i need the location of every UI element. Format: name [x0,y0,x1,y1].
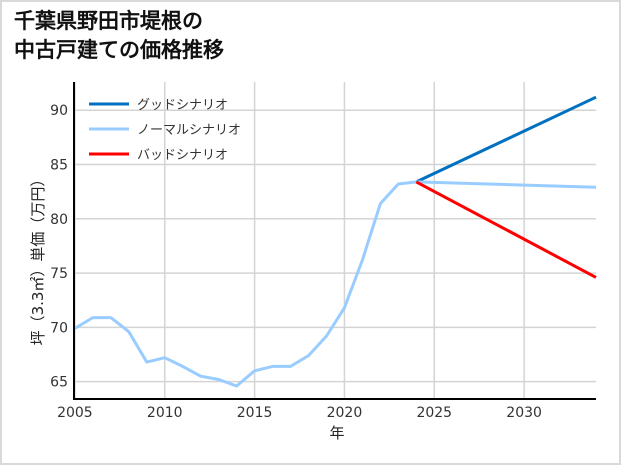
y-axis-ticks: 65 70 75 80 85 90 [50,103,68,390]
x-tick-label: 2025 [416,405,452,421]
series-line [415,95,597,184]
series-line [74,180,597,388]
series-line [415,180,597,279]
y-tick-label: 80 [50,212,68,228]
x-tick-label: 2030 [506,405,542,421]
chart-title: 千葉県野田市堤根の 中古戸建ての価格推移 [14,9,224,62]
y-tick-label: 65 [50,375,68,391]
axes-spines [73,82,596,400]
x-axis-label: 年 [329,424,344,442]
legend-label: グッドシナリオ [137,98,228,113]
y-tick-label: 85 [50,158,68,174]
y-tick-label: 75 [50,266,68,282]
x-tick-label: 2005 [57,405,93,421]
y-tick-label: 70 [50,320,68,336]
x-axis-ticks: 2005 2010 2015 2020 2025 2030 [57,405,542,421]
y-tick-label: 90 [50,103,68,119]
x-tick-label: 2015 [237,405,273,421]
x-tick-label: 2010 [147,405,183,421]
y-axis-label: 坪（3.3㎡）単価（万円） [29,172,47,346]
legend-label: バッドシナリオ [137,148,228,163]
x-tick-label: 2020 [327,405,363,421]
data-series [74,95,597,388]
legend-label: ノーマルシナリオ [137,123,241,138]
